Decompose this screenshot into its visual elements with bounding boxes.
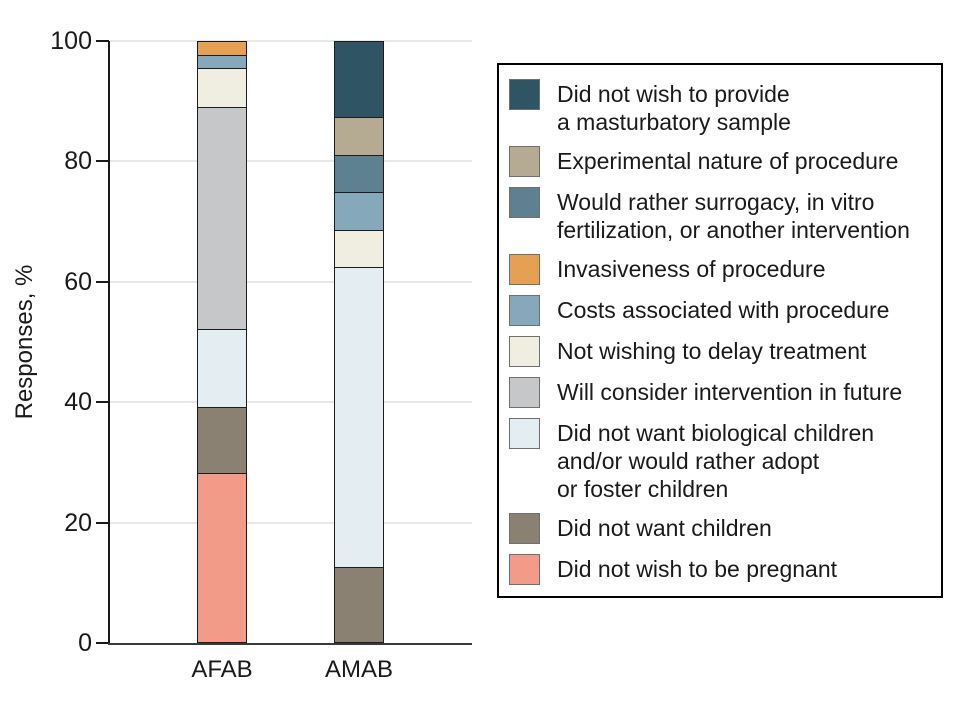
legend-item: Did not wish to be pregnant — [509, 554, 935, 585]
legend-label: Costs associated with procedure — [557, 297, 890, 323]
legend-item: Invasiveness of procedure — [509, 254, 935, 285]
y-tick-mark — [96, 401, 109, 404]
legend-label: Did not wish to provide a masturbatory sa… — [557, 81, 791, 135]
legend: Did not wish to provide a masturbatory sa… — [497, 63, 943, 598]
legend-item: Costs associated with procedure — [509, 295, 935, 326]
y-tick-mark — [96, 642, 109, 644]
legend-label: Will consider intervention in future — [557, 379, 903, 405]
x-axis-line — [108, 643, 472, 645]
bar-segment — [198, 407, 246, 473]
x-tick-label-amab: AMAB — [324, 656, 393, 683]
bar-segment — [335, 567, 383, 642]
bar-segment — [198, 68, 246, 108]
bar-segment — [198, 329, 246, 408]
legend-label: Not wishing to delay treatment — [557, 338, 867, 364]
legend-swatch — [509, 254, 540, 285]
bar-segment — [335, 267, 383, 567]
legend-label: Did not want biological children and/or w… — [557, 420, 875, 502]
y-tick-mark — [96, 40, 109, 42]
gridline — [110, 40, 472, 42]
legend-swatch — [509, 146, 540, 177]
bar-amab — [334, 41, 384, 643]
gridline — [110, 160, 472, 163]
y-tick-label: 100 — [50, 27, 92, 55]
y-tick-mark — [96, 160, 109, 163]
legend-item: Not wishing to delay treatment — [509, 336, 935, 367]
legend-label: Invasiveness of procedure — [557, 256, 826, 282]
legend-swatch — [509, 513, 540, 544]
bar-afab — [197, 41, 247, 643]
legend-swatch — [509, 295, 540, 326]
bar-segment — [335, 192, 383, 230]
bar-segment — [198, 55, 246, 69]
y-tick-label: 40 — [64, 388, 92, 417]
gridline — [110, 401, 472, 404]
legend-item: Would rather surrogacy, in vitro fertiliz… — [509, 187, 935, 244]
gridline — [110, 521, 472, 524]
y-tick-labels: 0 20 40 60 80 100 — [0, 27, 92, 657]
bar-segment — [335, 117, 383, 155]
bar-segment — [335, 42, 383, 117]
legend-item: Did not want children — [509, 513, 935, 544]
legend-label: Would rather surrogacy, in vitro fertiliz… — [557, 189, 910, 243]
legend-swatch — [509, 377, 540, 408]
bar-segment — [335, 229, 383, 267]
y-tick-label: 80 — [64, 147, 92, 176]
legend-item: Did not wish to provide a masturbatory sa… — [509, 79, 935, 136]
legend-swatch — [509, 554, 540, 585]
gridline — [110, 280, 472, 283]
legend-item: Will consider intervention in future — [509, 377, 935, 408]
legend-swatch — [509, 79, 540, 110]
legend-label: Did not want children — [557, 515, 772, 541]
y-tick-mark — [96, 280, 109, 283]
bar-segment — [198, 107, 246, 330]
legend-item: Experimental nature of procedure — [509, 146, 935, 177]
legend-label: Experimental nature of procedure — [557, 148, 899, 174]
plot-area — [110, 40, 472, 643]
y-tick-label: 20 — [64, 508, 92, 537]
legend-item: Did not want biological children and/or w… — [509, 418, 935, 503]
y-tick-marks — [96, 40, 109, 644]
legend-swatch — [509, 336, 540, 367]
y-tick-label: 60 — [64, 267, 92, 296]
bar-segment — [198, 42, 246, 56]
legend-label: Did not wish to be pregnant — [557, 556, 838, 582]
legend-swatch — [509, 187, 540, 218]
x-tick-label-afab: AFAB — [191, 656, 253, 683]
legend-swatch — [509, 418, 540, 449]
y-axis-line — [108, 41, 110, 645]
bar-segment — [198, 472, 246, 642]
y-tick-mark — [96, 521, 109, 524]
y-tick-label: 0 — [78, 629, 92, 657]
bar-segment — [335, 154, 383, 192]
